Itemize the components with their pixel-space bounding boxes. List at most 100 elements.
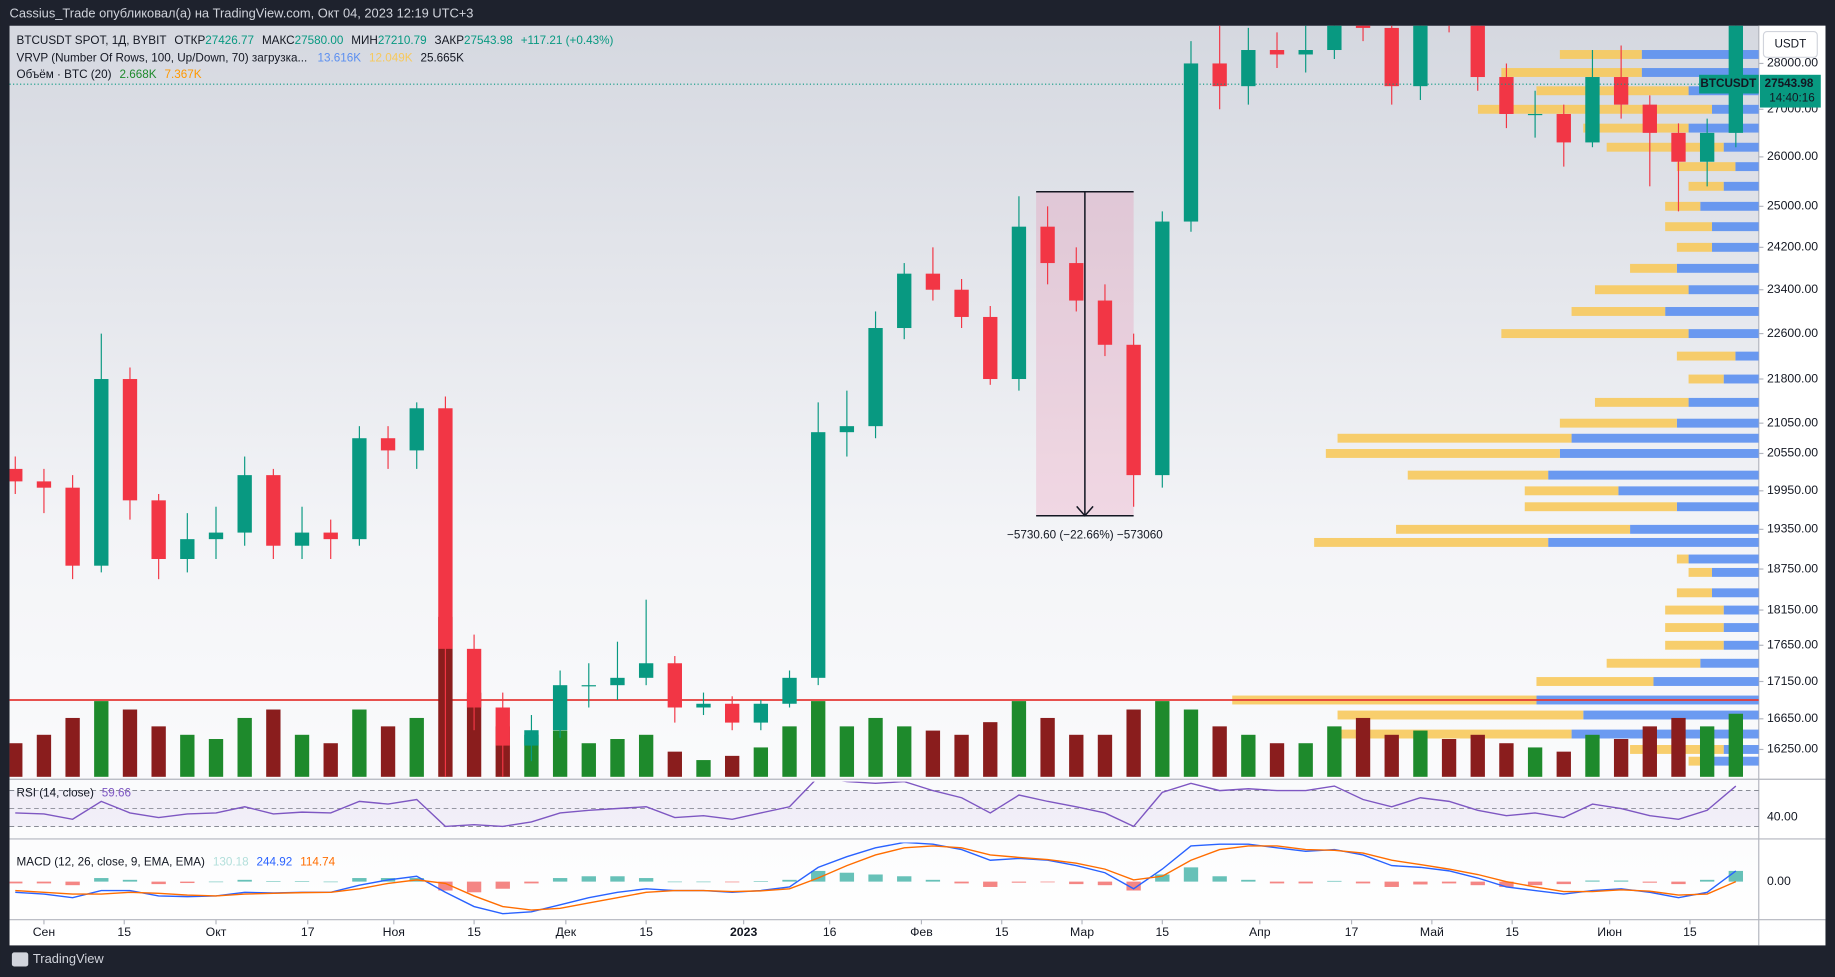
candle-body	[1327, 25, 1342, 51]
candle-body	[925, 273, 941, 290]
vrvp-up	[1688, 285, 1759, 295]
x-tick-label: 17	[301, 925, 315, 939]
vrvp-down	[1676, 162, 1736, 172]
vrvp-down	[1325, 449, 1560, 458]
candle-body	[782, 677, 797, 704]
y-tick-label: 28000.00	[1767, 56, 1818, 70]
vrvp-up	[1688, 554, 1759, 564]
volume-bar	[1069, 734, 1084, 777]
chart-area	[9, 25, 1826, 946]
volume-bar	[983, 722, 998, 777]
vrvp-up	[1688, 329, 1759, 339]
x-tick-label: Окт	[206, 925, 227, 939]
macd-hist	[954, 881, 969, 884]
macd-hist	[94, 878, 109, 882]
rsi-line	[15, 781, 1737, 828]
vrvp-up	[1723, 142, 1759, 152]
currency-button[interactable]	[1762, 31, 1818, 58]
volume-bar	[323, 743, 338, 777]
candle-body	[1069, 263, 1084, 301]
volume-bar	[1241, 734, 1256, 777]
macd-hist	[294, 881, 310, 882]
candle-body	[954, 289, 969, 317]
candle-body	[294, 532, 310, 546]
x-tick-label: 15	[467, 925, 481, 939]
candle-body	[151, 500, 166, 559]
macd-hist	[266, 881, 281, 882]
volume-bar	[352, 709, 367, 777]
vrvp-down	[1665, 201, 1701, 211]
x-tick-label: 17	[1345, 925, 1359, 939]
macd-tick-label: 0.00	[1767, 874, 1791, 888]
volume-bar	[1183, 709, 1199, 777]
vrvp-up	[1723, 181, 1759, 191]
vrvp-down	[1559, 418, 1677, 428]
price-axis	[1758, 25, 1826, 920]
volume-bar	[839, 726, 855, 777]
vrvp-up	[1711, 567, 1759, 577]
vrvp-up	[1735, 351, 1759, 361]
volume-bar	[380, 726, 396, 777]
vrvp-up	[1618, 486, 1759, 496]
volume-bar	[1212, 726, 1227, 777]
macd-hist	[1097, 881, 1113, 886]
vrvp-down	[1536, 86, 1689, 96]
volume-bar	[1585, 734, 1600, 777]
macd-hist	[696, 881, 711, 883]
x-tick-label: Июн	[1597, 925, 1622, 939]
macd-hist	[1011, 881, 1027, 883]
price-tag	[1759, 74, 1821, 108]
vrvp-down	[1524, 502, 1677, 512]
candle-body	[323, 532, 338, 540]
vrvp-down	[1594, 397, 1689, 407]
candle-body	[753, 703, 769, 723]
vrvp-down	[1559, 50, 1642, 59]
legend-vrvp: VRVP (Number Of Rows, 100, Up/Down, 70) …	[17, 52, 465, 65]
x-tick-label: Май	[1420, 925, 1444, 939]
candle-body	[1556, 113, 1571, 143]
y-tick-label: 16250.00	[1767, 742, 1818, 756]
y-tick-label: 26000.00	[1767, 149, 1818, 163]
macd-hist	[1699, 879, 1715, 882]
volume-bar	[9, 743, 23, 777]
volume-bar	[237, 717, 252, 777]
volume-bar	[581, 743, 596, 777]
macd-hist	[9, 881, 23, 884]
symbol: BTCUSDT SPOT, 1Д, BYBIT	[17, 34, 167, 47]
vrvp-down	[1337, 710, 1584, 720]
x-tick-label: 15	[1505, 925, 1519, 939]
volume-bar	[1413, 730, 1428, 777]
macd-hist	[925, 879, 941, 882]
vrvp-down	[1396, 524, 1631, 534]
macd-hist	[323, 881, 338, 883]
macd-hist	[180, 881, 195, 884]
volume-bar	[151, 726, 166, 777]
y-tick-label: 25000.00	[1767, 199, 1818, 213]
vrvp-down	[1501, 68, 1642, 77]
legend-volume: Объём · BTC (20) 2.668K 7.367K	[17, 68, 202, 81]
rsi-label: RSI (14, close)	[17, 786, 94, 799]
volume-bar	[868, 717, 883, 777]
change: +117.21 (+0.43%)	[521, 34, 614, 47]
volume-bar	[638, 734, 654, 777]
macd-hist	[1269, 881, 1285, 884]
macd-hist	[610, 876, 625, 882]
candle-body	[9, 468, 23, 482]
symbol-tag	[1699, 74, 1759, 94]
x-tick-label: 15	[1683, 925, 1697, 939]
volume-bar	[1556, 751, 1571, 777]
macd-hist	[466, 881, 482, 893]
candle-body	[122, 379, 138, 501]
volume-bar	[1470, 734, 1485, 777]
volume-bar	[36, 734, 52, 777]
vrvp-up	[1711, 222, 1759, 232]
macd-hist	[1155, 874, 1170, 882]
macd-label: MACD (12, 26, close, 9, EMA, EMA)	[17, 855, 205, 868]
candle-body	[1298, 50, 1313, 55]
vrvp-down	[1665, 605, 1724, 615]
vrvp-up	[1676, 418, 1759, 428]
currency[interactable]: USDT	[1774, 38, 1806, 51]
legend-macd: MACD (12, 26, close, 9, EMA, EMA) 130.18…	[17, 855, 336, 868]
vrvp-down	[1676, 242, 1712, 252]
